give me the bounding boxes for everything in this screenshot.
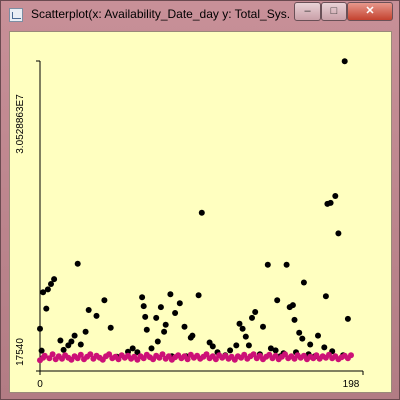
data-point-s0-11 [71, 332, 78, 339]
data-points [37, 58, 354, 364]
data-point-s0-40 [189, 332, 196, 339]
data-point-s1-99 [348, 352, 354, 359]
y-tick-label-max: 3.0528863E7 [15, 94, 26, 154]
data-point-s0-78 [327, 199, 334, 206]
data-point-s0-70 [300, 279, 307, 286]
data-point-s1-13 [77, 351, 84, 358]
data-point-s0-21 [129, 345, 136, 352]
data-point-s0-49 [236, 320, 243, 327]
data-point-s0-26 [143, 326, 150, 333]
data-point-s0-54 [252, 309, 259, 315]
data-point-s0-12 [74, 260, 81, 267]
data-point-s0-4 [44, 286, 51, 293]
data-point-s0-57 [264, 261, 271, 268]
data-point-s0-51 [242, 333, 249, 340]
title-bar[interactable]: Scatterplot(x: Availability_Date_day y: … [1, 1, 399, 29]
data-point-s1-4 [49, 351, 56, 358]
data-point-s0-14 [82, 328, 89, 335]
data-point-s0-66 [291, 316, 298, 323]
data-point-s0-36 [176, 300, 183, 307]
data-point-s0-76 [322, 293, 329, 300]
data-point-s0-84 [344, 315, 351, 322]
axes: 3.0528863E7 17540 0 198 [15, 60, 364, 390]
data-point-s0-33 [167, 291, 174, 298]
data-point-s0-41 [195, 292, 202, 299]
data-point-s0-30 [157, 304, 164, 311]
data-point-s0-48 [233, 342, 240, 349]
data-point-s0-18 [107, 324, 114, 331]
data-point-s0-3 [43, 305, 50, 312]
data-point-s1-2 [41, 352, 48, 359]
data-point-s0-59 [272, 347, 279, 354]
plot-panel: 3.0528863E7 17540 0 198 [9, 31, 392, 393]
data-point-s0-75 [321, 344, 328, 351]
data-point-s0-13 [77, 341, 84, 348]
close-button[interactable]: ✕ [347, 2, 393, 21]
data-point-s0-65 [289, 302, 296, 309]
data-point-s0-58 [267, 345, 274, 352]
minimize-button[interactable]: – [294, 2, 321, 21]
data-point-s0-56 [260, 323, 266, 330]
window-title: Scatterplot(x: Availability_Date_day y: … [31, 7, 289, 21]
data-point-s0-10 [68, 338, 75, 345]
data-point-s0-29 [154, 338, 161, 345]
data-point-s0-68 [296, 329, 303, 336]
y-tick-label-min: 17540 [15, 338, 26, 366]
data-point-s0-80 [332, 193, 339, 199]
app-icon[interactable] [9, 8, 23, 22]
data-point-s0-52 [245, 342, 252, 349]
data-point-s0-81 [335, 230, 342, 237]
data-point-s0-8 [60, 346, 67, 353]
data-point-s0-23 [139, 294, 146, 301]
data-point-s1-39 [159, 351, 166, 358]
data-point-s0-74 [315, 332, 321, 339]
data-point-s0-24 [140, 303, 147, 310]
data-point-s0-31 [161, 328, 168, 335]
data-point-s0-47 [227, 347, 234, 354]
data-point-s0-27 [148, 345, 155, 352]
data-point-s0-1 [38, 347, 45, 354]
data-point-s0-2 [40, 289, 47, 296]
data-point-s0-17 [101, 297, 108, 304]
data-point-s0-50 [239, 325, 246, 332]
data-point-s0-83 [341, 58, 348, 65]
data-point-s0-63 [283, 261, 290, 268]
data-point-s0-28 [153, 314, 160, 321]
x-tick-label-min: 0 [37, 379, 43, 390]
data-point-s0-44 [209, 343, 216, 350]
scatter-plot: 3.0528863E7 17540 0 198 [15, 58, 364, 390]
data-point-s0-16 [93, 312, 100, 319]
data-point-s0-72 [307, 341, 314, 348]
data-point-s0-7 [57, 337, 64, 344]
data-point-s0-15 [85, 307, 92, 313]
x-tick-label-max: 198 [343, 379, 360, 390]
data-point-s1-16 [87, 351, 94, 358]
data-point-s0-35 [172, 310, 179, 316]
data-point-s0-60 [274, 297, 281, 304]
data-point-s0-25 [142, 313, 149, 320]
data-point-s0-32 [162, 321, 169, 328]
maximize-button[interactable]: □ [321, 2, 347, 21]
data-point-s0-53 [249, 314, 255, 321]
data-point-s0-37 [181, 323, 188, 330]
data-point-s1-47 [184, 356, 191, 363]
data-point-s0-42 [198, 209, 205, 216]
data-point-s0-69 [299, 335, 306, 342]
data-point-s0-6 [51, 276, 58, 283]
data-point-s0-5 [48, 281, 54, 287]
data-point-s0-0 [37, 325, 43, 332]
